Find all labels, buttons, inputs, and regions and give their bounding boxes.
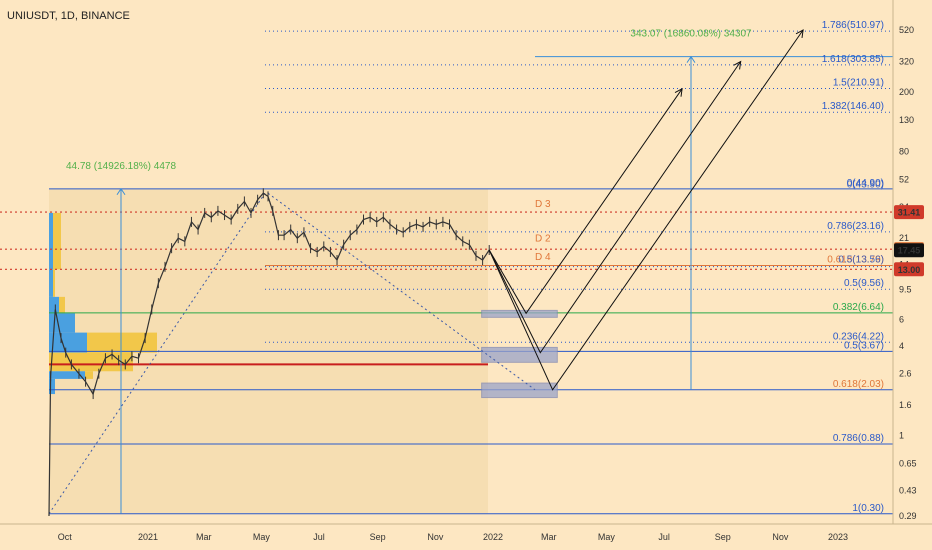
price-badge-label: 17.45 <box>898 246 921 256</box>
volume-bar <box>87 332 157 353</box>
time-tick-label: Oct <box>58 532 73 542</box>
fib-level-label: 0.236(4.22) <box>833 331 884 342</box>
level-labels: 44.78 (14926.18%) 4478 343.07 (16860.08%)… <box>66 20 884 514</box>
volume-bar <box>49 378 55 395</box>
price-tick-label: 80 <box>899 146 909 156</box>
projection-path <box>488 61 742 354</box>
time-tick-label: May <box>253 532 271 542</box>
trend-dotted-line <box>267 192 536 391</box>
time-tick-label: 2023 <box>828 532 848 542</box>
projection-arrowhead <box>733 60 742 70</box>
volume-bar <box>49 371 85 379</box>
time-axis[interactable]: Oct 2021 Mar May Jul Sep Nov 2022 Mar May Jul Sep No… <box>58 532 848 542</box>
fib-level-label: 0.786(0.88) <box>833 433 884 444</box>
time-tick-label: Mar <box>196 532 212 542</box>
symbol-title: UNIUSDT, 1D, BINANCE <box>7 10 130 22</box>
price-tick-label: 1.6 <box>899 400 912 410</box>
price-axis-panel[interactable] <box>893 0 932 524</box>
fib-level-label: 0.382(6.64) <box>833 302 884 313</box>
projection-arrowhead <box>674 87 683 97</box>
price-badge-label: 31.41 <box>898 208 921 218</box>
time-tick-label: Jul <box>313 532 325 542</box>
time-tick-label: Jul <box>658 532 670 542</box>
measure-tools <box>48 55 696 515</box>
time-tick-label: Nov <box>427 532 444 542</box>
fib-level-label: 1.786(510.97) <box>822 20 884 31</box>
fib-level-label: 0.5(9.56) <box>844 278 884 289</box>
price-badge-label: 13.00 <box>898 265 921 275</box>
price-series <box>48 188 490 517</box>
volume-bar <box>49 269 53 297</box>
volume-bar <box>85 371 93 379</box>
price-tick-label: 320 <box>899 56 914 66</box>
fib-level-label: 0.786(23.16) <box>827 221 884 232</box>
price-tick-label: 52 <box>899 174 909 184</box>
fib-level-label: 0.618(2.03) <box>833 379 884 390</box>
price-tick-label: 1 <box>899 431 904 441</box>
price-badge <box>894 262 924 277</box>
time-tick-label: Sep <box>370 532 386 542</box>
price-tick-label: 520 <box>899 25 914 35</box>
fib-levels <box>0 30 893 515</box>
volume-bar <box>49 313 75 333</box>
fib-level-label: 1(0.30) <box>852 503 884 514</box>
fib-level-label: 0.618(13.79) <box>827 254 884 265</box>
price-tick-label: 2.6 <box>899 369 912 379</box>
price-badge <box>894 243 924 258</box>
price-line <box>48 192 490 517</box>
price-tick-label: 4 <box>899 341 904 351</box>
projection-path <box>488 88 683 315</box>
price-axis[interactable]: 0.290.430.6511.62.6469.51421345280130200… <box>899 25 917 521</box>
fib-level-label: 0.5(13.56) <box>838 254 884 265</box>
time-tick-label: May <box>598 532 616 542</box>
volume-bar <box>53 269 55 297</box>
time-tick-label: 2021 <box>138 532 158 542</box>
price-tick-label: 200 <box>899 87 914 97</box>
wave-label: D 2 <box>535 233 551 244</box>
volume-bar <box>49 212 53 270</box>
projection-arrows <box>488 29 804 391</box>
volume-bar <box>49 332 87 353</box>
time-tick-label: Mar <box>541 532 557 542</box>
fib-level-label: 0(43.90) <box>847 179 884 190</box>
time-tick-label: Nov <box>772 532 789 542</box>
measure-label: 44.78 (14926.18%) 4478 <box>66 161 177 172</box>
fib-level-label: 0(44.90) <box>847 178 884 189</box>
volume-bar <box>49 296 59 314</box>
target-zone-box <box>481 382 558 399</box>
time-tick-label: 2022 <box>483 532 503 542</box>
price-tick-label: 9.5 <box>899 285 912 295</box>
price-tick-label: 130 <box>899 115 914 125</box>
measure-arrowhead <box>686 55 696 63</box>
target-zone-box <box>481 346 558 363</box>
projection-path <box>488 29 804 391</box>
fib-level-label: 0.5(3.67) <box>844 340 884 351</box>
volume-bar <box>53 212 61 270</box>
measure-label: 343.07 (16860.08%) 34307 <box>630 29 752 40</box>
wave-label: D 3 <box>535 199 551 210</box>
price-tick-label: 0.65 <box>899 459 917 469</box>
price-tick-label: 0.43 <box>899 485 917 495</box>
fib-level-label: 1.618(303.85) <box>822 54 884 65</box>
fib-level-label: 1.5(210.91) <box>833 78 884 89</box>
price-tick-label: 0.29 <box>899 511 917 521</box>
price-tick-label: 6 <box>899 314 904 324</box>
price-badge <box>894 205 924 220</box>
price-tick-label: 21 <box>899 233 909 243</box>
fib-level-label: 1.382(146.40) <box>822 101 884 112</box>
wave-label: D 4 <box>535 252 551 263</box>
projection-arrowhead <box>795 29 804 38</box>
volume-bar <box>59 296 65 314</box>
measure-arrowhead <box>116 187 126 196</box>
time-tick-label: Sep <box>715 532 731 542</box>
